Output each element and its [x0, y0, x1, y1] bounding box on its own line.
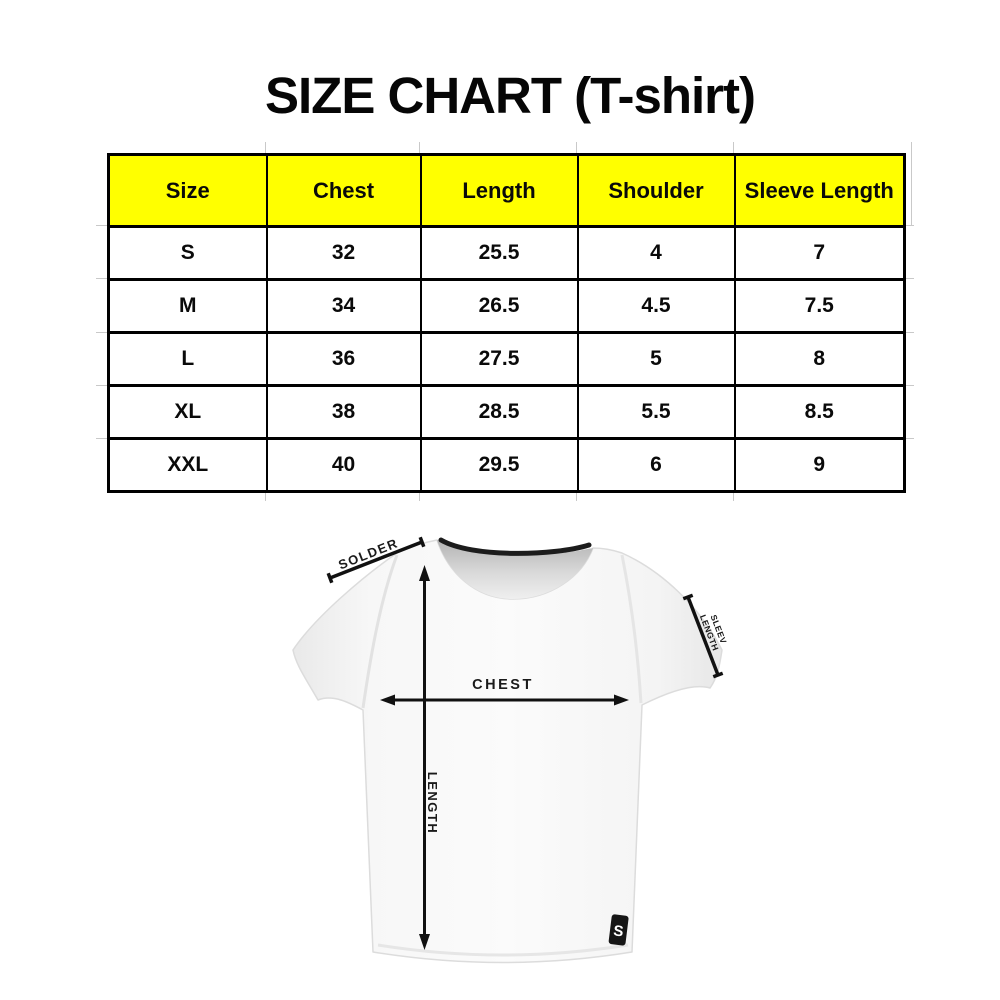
- col-header-chest: Chest: [265, 153, 422, 228]
- length-arrow: [419, 565, 430, 950]
- cell-size: S: [107, 225, 268, 281]
- cell-chest: 34: [265, 278, 422, 334]
- cell-length: 28.5: [419, 384, 579, 440]
- length-label-group: LENGTH: [425, 772, 440, 834]
- gridline-tick: [96, 225, 107, 226]
- col-header-size: Size: [107, 153, 268, 228]
- cell-size: XXL: [107, 437, 268, 493]
- cell-sleeve-length: 7.5: [733, 278, 906, 334]
- length-label: LENGTH: [425, 772, 440, 834]
- neck-opening: [437, 540, 593, 599]
- col-header-sleeve-length: Sleeve Length: [733, 153, 906, 228]
- gridline-tick: [903, 225, 914, 226]
- arrow-head-left: [380, 694, 395, 706]
- cell-length: 27.5: [419, 331, 579, 387]
- col-header-shoulder: Shoulder: [576, 153, 736, 228]
- cell-length: 25.5: [419, 225, 579, 281]
- gridline-tick: [265, 142, 266, 153]
- gridline-tick: [733, 490, 734, 501]
- size-row-s: S 32 25.5 4 7: [107, 225, 906, 281]
- header-row: Size Chest Length Shoulder Sleeve Length: [107, 153, 906, 228]
- sleeve-end-tick: [712, 671, 724, 679]
- gridline-tick: [903, 438, 914, 439]
- left-seam-crease: [361, 554, 399, 709]
- cell-size: L: [107, 331, 268, 387]
- cell-shoulder: 4: [576, 225, 736, 281]
- cell-chest: 32: [265, 225, 422, 281]
- cell-length: 29.5: [419, 437, 579, 493]
- shoulder-measure-line: [329, 540, 423, 580]
- gridline-tick: [419, 490, 420, 501]
- cell-size: M: [107, 278, 268, 334]
- size-table: Size Chest Length Shoulder Sleeve Length…: [107, 153, 906, 493]
- sleeve-end-tick: [682, 593, 694, 601]
- gridline-tick: [903, 278, 914, 279]
- col-header-length: Length: [419, 153, 579, 228]
- cell-chest: 36: [265, 331, 422, 387]
- cell-size: XL: [107, 384, 268, 440]
- gridline-tick: [911, 142, 912, 226]
- gridline-tick: [903, 332, 914, 333]
- size-row-xl: XL 38 28.5 5.5 8.5: [107, 384, 906, 440]
- gridline-tick: [96, 332, 107, 333]
- chest-label: CHEST: [472, 677, 534, 693]
- cell-sleeve-length: 7: [733, 225, 906, 281]
- tshirt-silhouette: [292, 539, 723, 964]
- size-row-m: M 34 26.5 4.5 7.5: [107, 278, 906, 334]
- cell-shoulder: 5: [576, 331, 736, 387]
- size-row-l: L 36 27.5 5 8: [107, 331, 906, 387]
- tshirt-diagram: SOLDER SLEEV LENGTH CHEST LENGTH: [292, 535, 729, 964]
- right-seam-crease: [620, 554, 643, 704]
- cell-shoulder: 6: [576, 437, 736, 493]
- cell-sleeve-length: 8.5: [733, 384, 906, 440]
- gridline-tick: [96, 438, 107, 439]
- gridline-tick: [576, 142, 577, 153]
- cell-length: 26.5: [419, 278, 579, 334]
- gridline-tick: [576, 490, 577, 501]
- brand-tag-letter: S: [612, 922, 624, 940]
- sleeve-measure: [682, 593, 724, 679]
- page-title: SIZE CHART (T-shirt): [265, 67, 756, 124]
- collar: [438, 537, 592, 556]
- sleeve-measure-line: [686, 596, 720, 676]
- cell-chest: 40: [265, 437, 422, 493]
- gridline-tick: [96, 278, 107, 279]
- shoulder-end-tick: [418, 536, 426, 548]
- cell-shoulder: 4.5: [576, 278, 736, 334]
- gridline-tick: [96, 385, 107, 386]
- arrow-head-down: [419, 934, 430, 950]
- arrow-head-right: [614, 694, 629, 706]
- shoulder-end-tick: [326, 572, 334, 584]
- brand-tag: S: [608, 914, 629, 946]
- gridline-tick: [733, 142, 734, 153]
- shoulder-measure: [326, 536, 426, 584]
- gridline-tick: [903, 385, 914, 386]
- cell-chest: 38: [265, 384, 422, 440]
- arrow-head-up: [419, 565, 430, 581]
- chest-arrow: [380, 694, 629, 706]
- cell-shoulder: 5.5: [576, 384, 736, 440]
- cell-sleeve-length: 9: [733, 437, 906, 493]
- gridline-tick: [265, 490, 266, 501]
- hem-crease: [377, 943, 629, 957]
- gridline-tick: [419, 142, 420, 153]
- size-row-xxl: XXL 40 29.5 6 9: [107, 437, 906, 493]
- cell-sleeve-length: 8: [733, 331, 906, 387]
